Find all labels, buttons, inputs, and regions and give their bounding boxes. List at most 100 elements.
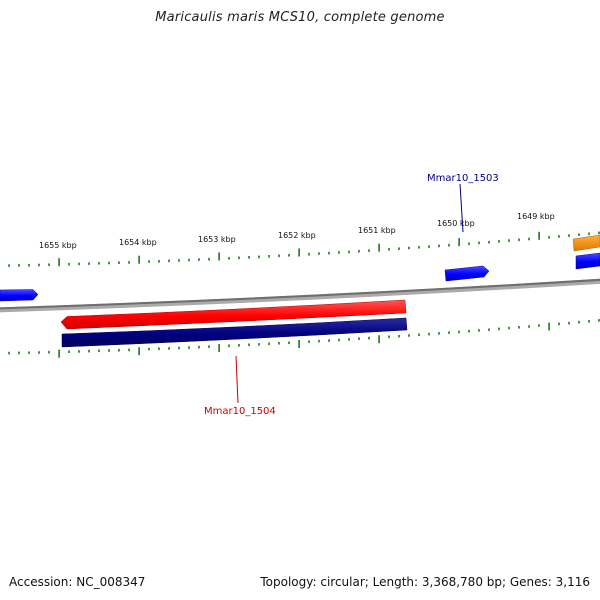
ruler-minor-tick xyxy=(318,339,320,343)
ruler-minor-tick xyxy=(418,333,420,337)
gene-label-mmar10-1503: Mmar10_1503 xyxy=(427,173,499,184)
ruler-minor-tick xyxy=(518,326,520,329)
ruler-minor-tick xyxy=(88,349,90,353)
forward-feature-right-orange[interactable] xyxy=(572,234,600,252)
ruler-minor-tick xyxy=(388,335,390,339)
ruler-minor-tick xyxy=(498,240,500,243)
ruler-minor-tick xyxy=(78,262,80,266)
ruler-minor-tick xyxy=(178,259,180,262)
ruler-minor-tick xyxy=(28,263,30,267)
ruler-minor-tick xyxy=(208,257,210,261)
ruler-major-tick xyxy=(218,252,220,261)
tick-label: 1650 kbp xyxy=(437,219,475,228)
ruler-minor-tick xyxy=(498,327,500,331)
ruler-minor-tick xyxy=(158,347,160,351)
ruler-minor-tick xyxy=(38,263,40,267)
ruler-minor-tick xyxy=(588,320,590,323)
ruler-major-tick xyxy=(138,255,140,264)
tick-label: 1653 kbp xyxy=(198,235,236,244)
ruler-minor-tick xyxy=(268,342,270,346)
tick-label: 1652 kbp xyxy=(278,231,316,240)
ruler-minor-tick xyxy=(28,351,30,354)
ruler-minor-tick xyxy=(398,334,400,338)
upper-tick-ruler xyxy=(8,231,600,267)
ruler-minor-tick xyxy=(288,341,290,345)
leader-line-mmar10-1503 xyxy=(459,183,464,233)
gene-mmar10-1504[interactable] xyxy=(60,299,407,330)
ruler-minor-tick xyxy=(98,349,100,353)
ruler-minor-tick xyxy=(418,246,420,249)
ruler-minor-tick xyxy=(168,259,170,263)
ruler-minor-tick xyxy=(118,348,120,352)
ruler-minor-tick xyxy=(208,345,210,348)
ruler-minor-tick xyxy=(248,256,250,259)
ruler-minor-tick xyxy=(398,247,400,250)
ruler-minor-tick xyxy=(428,332,430,336)
ruler-minor-tick xyxy=(38,351,40,354)
ruler-minor-tick xyxy=(48,263,50,266)
ruler-minor-tick xyxy=(488,240,490,244)
ruler-minor-tick xyxy=(568,321,570,325)
tick-label: 1651 kbp xyxy=(358,226,396,235)
ruler-minor-tick xyxy=(388,248,390,251)
ruler-minor-tick xyxy=(258,255,260,259)
ruler-minor-tick xyxy=(148,260,150,263)
ruler-minor-tick xyxy=(368,249,370,252)
ruler-minor-tick xyxy=(438,244,440,248)
ruler-minor-tick xyxy=(188,258,190,262)
ruler-minor-tick xyxy=(358,337,360,340)
ruler-minor-tick xyxy=(128,348,130,352)
footer-accession: Accession: NC_008347 xyxy=(9,575,146,589)
ruler-minor-tick xyxy=(228,344,230,348)
ruler-minor-tick xyxy=(508,239,510,242)
gene-label-mmar10-1504: Mmar10_1504 xyxy=(204,406,276,417)
ruler-minor-tick xyxy=(108,261,110,265)
ruler-minor-tick xyxy=(368,336,370,340)
ruler-major-tick xyxy=(378,335,380,344)
ruler-minor-tick xyxy=(408,334,410,337)
ruler-minor-tick xyxy=(278,254,280,258)
ruler-minor-tick xyxy=(578,320,580,324)
ruler-minor-tick xyxy=(8,264,10,267)
ruler-minor-tick xyxy=(558,322,560,326)
forward-feature-left[interactable] xyxy=(0,289,39,302)
ruler-minor-tick xyxy=(48,350,50,354)
ruler-minor-tick xyxy=(468,329,470,333)
ruler-minor-tick xyxy=(268,255,270,258)
gene-mmar10-1503[interactable] xyxy=(444,265,490,282)
ruler-minor-tick xyxy=(238,256,240,260)
ruler-minor-tick xyxy=(478,241,480,245)
ruler-minor-tick xyxy=(598,319,600,322)
ruler-minor-tick xyxy=(528,237,530,241)
tick-labels: 1655 kbp 1654 kbp 1653 kbp 1652 kbp 1651… xyxy=(39,212,555,250)
map-title: Maricaulis maris MCS10, complete genome xyxy=(155,10,445,25)
ruler-minor-tick xyxy=(538,324,540,327)
ruler-minor-tick xyxy=(328,251,330,255)
ruler-minor-tick xyxy=(578,233,580,236)
ruler-minor-tick xyxy=(448,243,450,247)
ruler-minor-tick xyxy=(308,340,310,343)
ruler-minor-tick xyxy=(188,346,190,349)
ruler-minor-tick xyxy=(198,345,200,349)
ruler-minor-tick xyxy=(198,258,200,261)
tick-label: 1655 kbp xyxy=(39,241,77,250)
ruler-minor-tick xyxy=(18,264,20,267)
ruler-major-tick xyxy=(548,322,550,331)
ruler-minor-tick xyxy=(448,331,450,334)
ruler-minor-tick xyxy=(8,351,10,355)
ruler-minor-tick xyxy=(338,251,340,254)
cds-mmar10-1504[interactable] xyxy=(61,317,408,348)
genome-backbone-highlight xyxy=(0,278,600,310)
ruler-minor-tick xyxy=(68,350,70,353)
ruler-minor-tick xyxy=(338,338,340,342)
forward-feature-right-blue[interactable] xyxy=(575,252,600,270)
ruler-minor-tick xyxy=(238,344,240,347)
ruler-minor-tick xyxy=(18,351,20,355)
ruler-minor-tick xyxy=(248,343,250,347)
ruler-minor-tick xyxy=(478,329,480,332)
ruler-minor-tick xyxy=(98,262,100,265)
ruler-minor-tick xyxy=(258,343,260,346)
ruler-major-tick xyxy=(58,258,60,267)
leader-line-mmar10-1504 xyxy=(235,355,239,404)
ruler-minor-tick xyxy=(588,232,590,236)
